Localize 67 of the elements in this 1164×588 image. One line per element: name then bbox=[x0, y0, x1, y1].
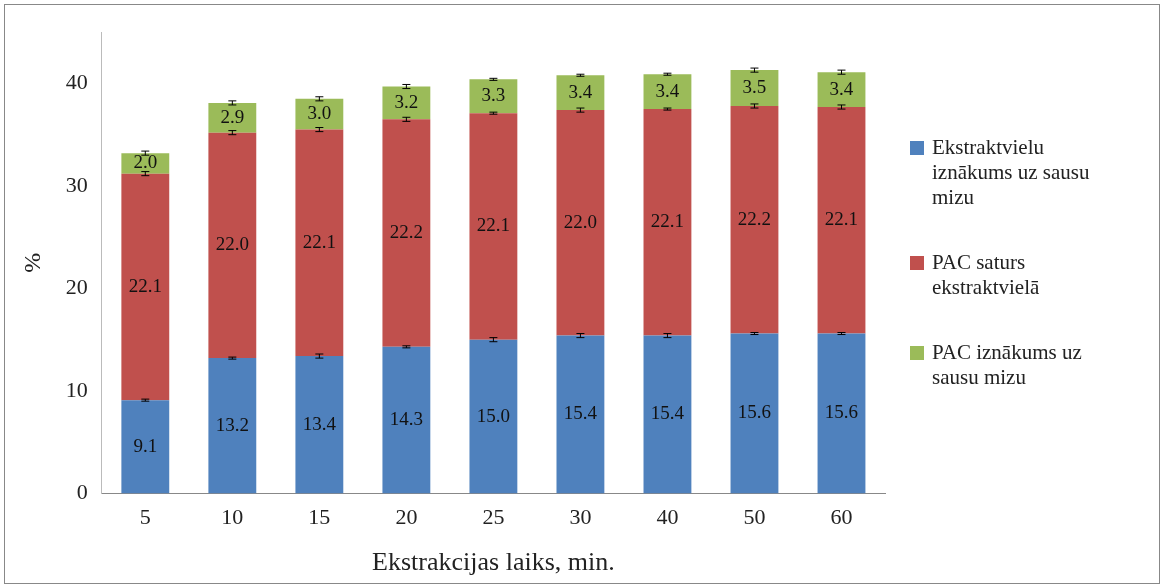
x-tick-label: 25 bbox=[482, 504, 505, 530]
data-label: 3.5 bbox=[742, 76, 767, 98]
bar bbox=[730, 105, 779, 334]
data-label: 13.4 bbox=[302, 412, 337, 434]
y-tick-label: 0 bbox=[76, 479, 88, 505]
data-label: 14.3 bbox=[389, 408, 423, 430]
data-label: 9.1 bbox=[133, 434, 158, 456]
x-axis-title: Ekstrakcijas laiks, min. bbox=[372, 547, 615, 577]
x-tick-label: 15 bbox=[308, 504, 331, 530]
data-label: 2.9 bbox=[220, 105, 245, 127]
bar bbox=[556, 110, 605, 336]
legend-label: PAC iznākums uz sausu mizu bbox=[932, 340, 1083, 390]
data-label: 3.3 bbox=[481, 84, 506, 106]
y-tick-label: 10 bbox=[65, 376, 88, 402]
data-label: 22.1 bbox=[128, 274, 162, 296]
data-label: 3.0 bbox=[307, 102, 332, 124]
data-label: 15.4 bbox=[650, 402, 685, 424]
bar bbox=[208, 132, 257, 359]
bar bbox=[295, 129, 344, 357]
data-label: 22.2 bbox=[737, 207, 772, 229]
data-label: 15.6 bbox=[824, 401, 859, 423]
data-label: 22.1 bbox=[302, 230, 336, 252]
bar bbox=[208, 358, 257, 494]
y-axis-title: % bbox=[18, 252, 45, 273]
data-label: 22.1 bbox=[650, 210, 685, 232]
data-label: 22.2 bbox=[389, 221, 423, 243]
bar bbox=[817, 107, 866, 334]
x-tick-label: 5 bbox=[139, 504, 151, 530]
bar bbox=[121, 173, 170, 401]
data-label: 3.2 bbox=[394, 90, 419, 112]
x-tick-label: 40 bbox=[656, 504, 679, 530]
bar bbox=[469, 339, 518, 494]
bar bbox=[382, 346, 431, 494]
bar bbox=[295, 98, 344, 130]
data-label: 22.0 bbox=[215, 233, 249, 255]
bar bbox=[295, 356, 344, 494]
x-tick-label: 10 bbox=[221, 504, 244, 530]
bar bbox=[556, 335, 605, 494]
bar bbox=[382, 119, 431, 347]
data-label: 3.4 bbox=[829, 77, 854, 99]
bar bbox=[817, 333, 866, 494]
data-label: 3.4 bbox=[568, 80, 593, 102]
x-tick-label: 20 bbox=[395, 504, 418, 530]
data-label: 22.0 bbox=[563, 210, 598, 232]
bar bbox=[643, 335, 692, 494]
data-label: 2.0 bbox=[133, 151, 158, 173]
data-label: 13.2 bbox=[215, 413, 249, 435]
y-tick-label: 40 bbox=[65, 69, 88, 95]
bar bbox=[643, 109, 692, 336]
x-tick-label: 60 bbox=[830, 504, 853, 530]
data-label: 15.4 bbox=[563, 402, 598, 424]
x-tick-label: 50 bbox=[743, 504, 766, 530]
bar bbox=[121, 400, 170, 494]
data-label: 15.6 bbox=[737, 401, 772, 423]
bar bbox=[469, 79, 518, 114]
bar bbox=[556, 75, 605, 111]
legend-label: PAC saturs ekstraktvielā bbox=[932, 250, 1041, 300]
data-label: 15.0 bbox=[476, 404, 511, 426]
bar bbox=[469, 113, 518, 340]
bar bbox=[730, 333, 779, 494]
data-label: 22.1 bbox=[476, 214, 511, 236]
y-tick-label: 20 bbox=[65, 274, 88, 300]
data-label: 22.1 bbox=[824, 208, 859, 230]
data-label: 3.4 bbox=[655, 79, 680, 101]
legend-label: Ekstraktvielu iznākums uz sausu mizu bbox=[932, 135, 1091, 210]
y-tick-label: 30 bbox=[65, 171, 88, 197]
x-tick-label: 30 bbox=[569, 504, 592, 530]
